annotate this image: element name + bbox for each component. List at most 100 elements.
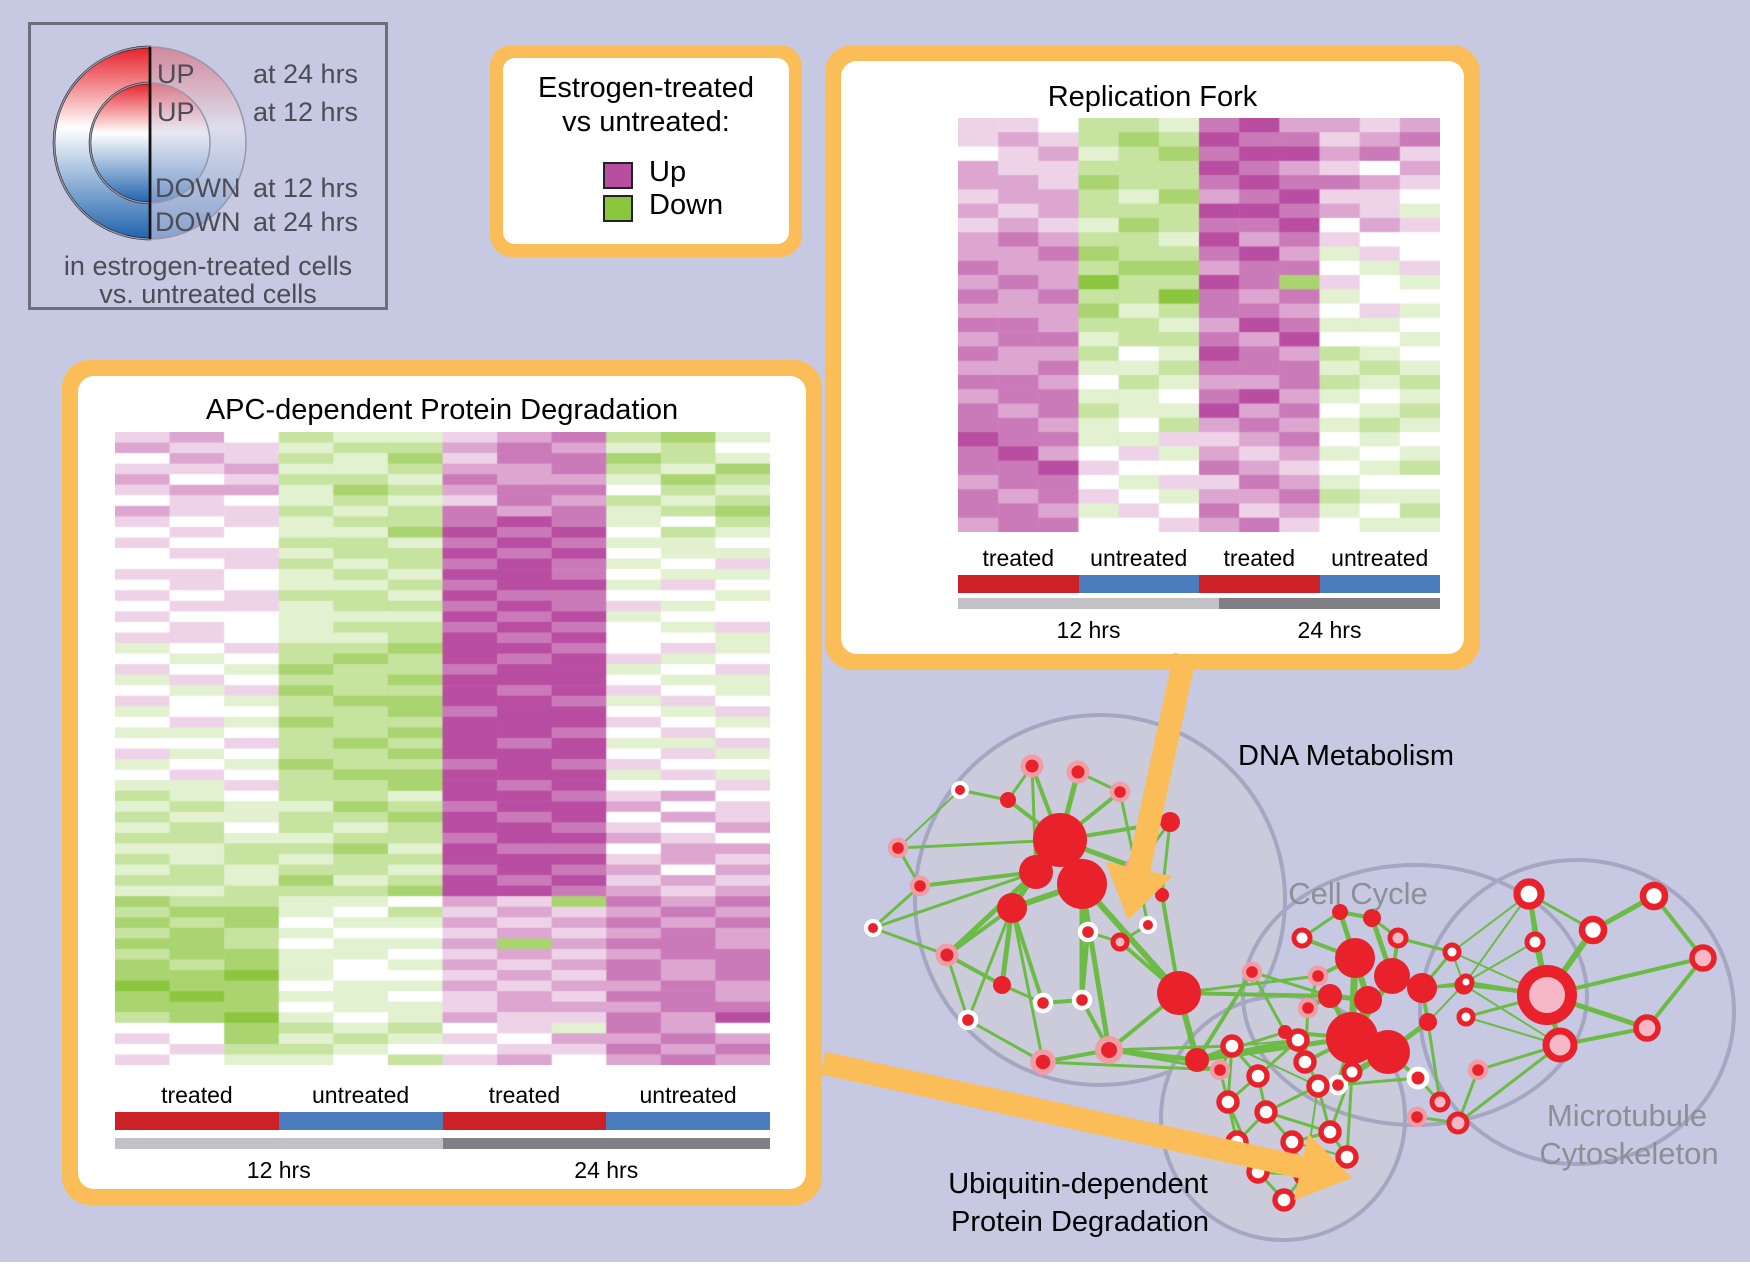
rf-cond-untreated-12: untreated: [1090, 545, 1188, 571]
network-edge: [1010, 906, 1045, 1064]
gene-node-wr: [864, 919, 882, 937]
updown-legend-title-2: vs untreated:: [562, 106, 730, 138]
gene-node-ph: [909, 875, 931, 897]
apc-panel-inner: APC-dependent Protein Degradation treate…: [78, 376, 806, 1189]
network-edge: [1451, 893, 1530, 953]
gene-node-wc: [1457, 973, 1475, 991]
apc-untreated-bar-12: [278, 1112, 443, 1130]
network-edge: [1465, 893, 1530, 983]
network-edge: [1107, 1044, 1234, 1052]
gene-node-s: [1185, 1048, 1209, 1072]
gene-node-wc: [1246, 1064, 1270, 1088]
gene-node-pc: [1446, 1111, 1470, 1135]
rf-treated-bar-24: [1199, 575, 1320, 593]
apc-treated-bar-24: [442, 1112, 607, 1130]
ring-legend-box: UP UP DOWN DOWN at 24 hrs at 12 hrs at 1…: [28, 22, 388, 310]
rf-12hrs-bar: [958, 598, 1219, 609]
gene-node-ph: [1467, 1059, 1489, 1081]
gene-node-wc: [1524, 931, 1546, 953]
updown-ring-icon: [52, 45, 247, 241]
gene-node-wc: [1513, 878, 1545, 910]
gene-node-wr: [957, 1009, 979, 1031]
link-arrow-head-1: [1105, 862, 1173, 920]
gene-node-pc: [1633, 1014, 1661, 1042]
network-edge: [1250, 970, 1332, 998]
network-edge: [1195, 1038, 1300, 1062]
gene-node-s: [1335, 938, 1375, 978]
gene-node-s: [1354, 986, 1382, 1014]
gene-node-ph: [1406, 1106, 1428, 1128]
network-edge: [944, 869, 1039, 958]
updown-legend-box: Estrogen-treated vs untreated: Up Down: [490, 45, 802, 257]
gene-node-ph: [1030, 1049, 1056, 1075]
gene-node-wc: [1291, 927, 1313, 949]
dna-metabolism-label: DNA Metabolism: [1238, 740, 1454, 772]
gene-node-s: [1155, 888, 1169, 902]
rf-cond-treated-12: treated: [982, 545, 1055, 571]
down-label: Down: [649, 189, 724, 221]
rf-treated-bar-12: [958, 575, 1079, 593]
apc-panel-title: APC-dependent Protein Degradation: [205, 394, 679, 426]
rf-cond-treated-24: treated: [1223, 545, 1296, 571]
rf-24hrs-bar: [1219, 598, 1440, 609]
network-edge: [1345, 1070, 1354, 1159]
gene-node-ph: [1241, 961, 1263, 983]
ring-legend-time-12a: at 12 hrs: [253, 97, 359, 127]
gene-node-s: [1332, 904, 1348, 920]
gene-node-ph: [1066, 760, 1090, 784]
apc-12hrs-bar: [115, 1138, 443, 1149]
network-edge: [966, 906, 1014, 1022]
network-edge: [871, 926, 949, 957]
updown-legend-title-1: Estrogen-treated: [537, 72, 754, 104]
gene-node-s: [993, 976, 1011, 994]
gene-node-wc: [1341, 1061, 1363, 1083]
network-edge: [1080, 930, 1090, 1002]
gene-node-wr: [1032, 992, 1054, 1014]
gene-node-wc: [1272, 1188, 1296, 1212]
cell-cycle-label: Cell Cycle: [1288, 876, 1428, 911]
apc-untreated-bar-24: [606, 1112, 770, 1130]
gene-node-ph: [935, 943, 959, 967]
apc-cond-treated-12: treated: [161, 1082, 233, 1108]
network-edge: [1645, 956, 1705, 1030]
replication-fork-title: Replication Fork: [1047, 81, 1258, 113]
gene-node-pc: [1387, 927, 1409, 949]
ring-legend-time-24b: at 24 hrs: [253, 207, 359, 237]
gene-node-wc: [1578, 915, 1608, 945]
apc-cond-treated-24: treated: [488, 1082, 561, 1108]
ring-legend-footer-2: vs. untreated cells: [99, 279, 317, 309]
gene-node-wc: [1293, 1050, 1317, 1074]
apc-cond-untreated-24: untreated: [639, 1082, 737, 1108]
gene-node-wc: [1639, 881, 1669, 911]
gene-node-s: [1019, 855, 1053, 889]
network-edge: [966, 1018, 1045, 1064]
gene-node-ph: [1307, 965, 1329, 987]
gene-node-s: [1363, 909, 1381, 927]
rf-12hrs-label: 12 hrs: [1056, 617, 1121, 643]
replication-fork-panel-inner: Replication Fork treated untreated treat…: [841, 61, 1464, 654]
apc-treated-bar-12: [115, 1112, 279, 1130]
gene-node-wr: [951, 781, 969, 799]
gene-node-wc: [1286, 1028, 1310, 1052]
gene-node-wc: [1442, 942, 1462, 962]
network-edge: [896, 838, 1062, 850]
gene-node-ph: [1020, 754, 1044, 778]
link-arrow-shaft-2: [820, 1051, 1310, 1180]
gene-node-wr: [1139, 916, 1157, 934]
network-edge: [1079, 881, 1112, 1053]
gene-node-pc: [1110, 932, 1130, 952]
ubiquitin-label-line1: Ubiquitin-dependent: [948, 1168, 1208, 1200]
network-edge: [1030, 764, 1038, 874]
gene-node-wr: [1071, 989, 1093, 1011]
ring-legend-time-12b: at 12 hrs: [253, 173, 359, 203]
replication-fork-panel: Replication Fork treated untreated treat…: [825, 45, 1480, 670]
gene-node-s: [1407, 973, 1437, 1003]
gene-node-pc: [1689, 944, 1717, 972]
gene-node-wc: [1306, 1074, 1330, 1098]
apc-12hrs-label: 12 hrs: [246, 1157, 311, 1183]
gene-node-s: [1374, 958, 1410, 994]
microtubule-label-line1: Microtubule: [1546, 1098, 1708, 1133]
gene-node-pc: [1542, 1027, 1578, 1063]
